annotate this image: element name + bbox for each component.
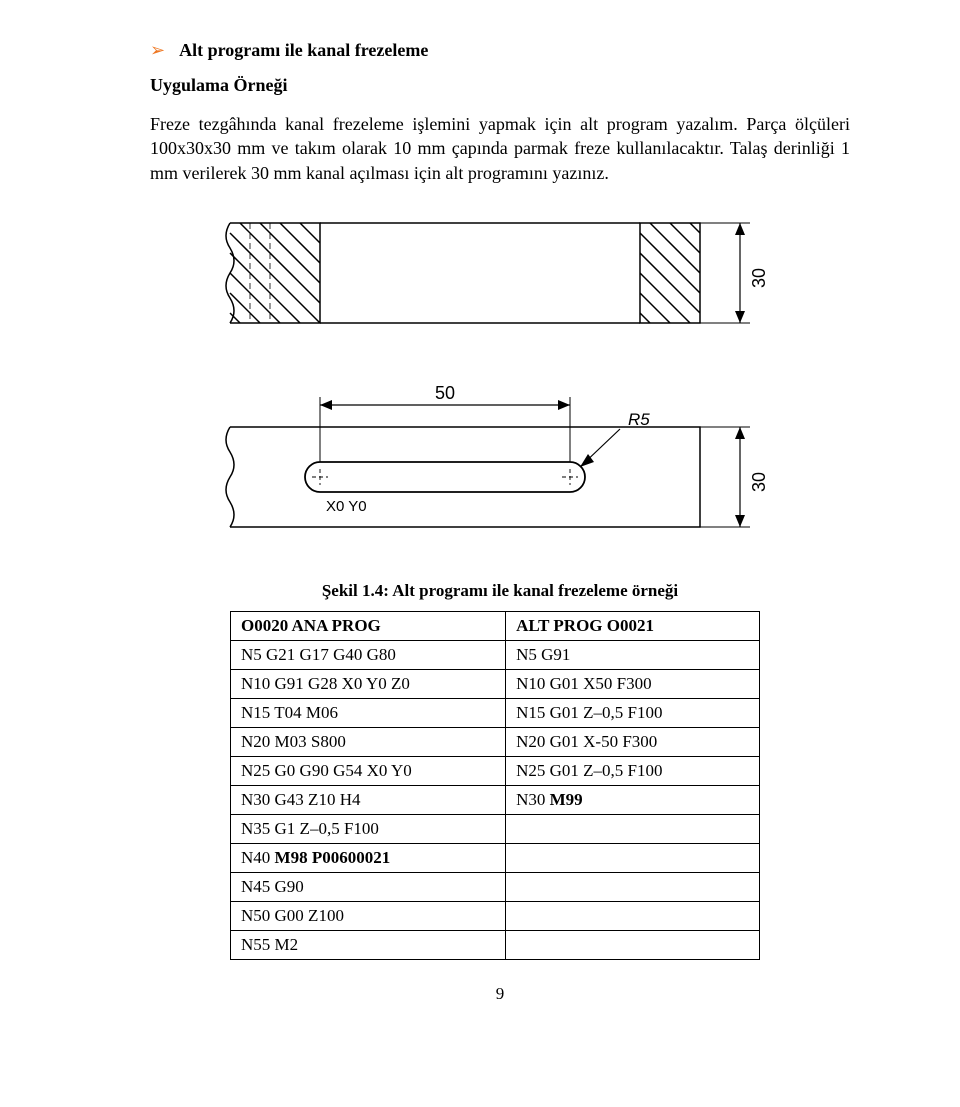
table-cell: N20 M03 S800	[231, 727, 506, 756]
bullet-icon: ➢	[150, 41, 165, 59]
table-row: N40 M98 P00600021	[231, 843, 760, 872]
bullet-heading: ➢ Alt programı ile kanal frezeleme	[150, 40, 850, 61]
code-table: O0020 ANA PROGALT PROG O0021N5 G21 G17 G…	[230, 611, 760, 960]
table-cell: N10 G91 G28 X0 Y0 Z0	[231, 669, 506, 698]
table-row: N50 G00 Z100	[231, 901, 760, 930]
table-row: N55 M2	[231, 930, 760, 959]
table-cell: N5 G91	[506, 640, 760, 669]
table-cell	[506, 872, 760, 901]
table-cell: N50 G00 Z100	[231, 901, 506, 930]
table-header-left: O0020 ANA PROG	[231, 611, 506, 640]
table-cell: N25 G01 Z–0,5 F100	[506, 756, 760, 785]
table-row: N30 G43 Z10 H4N30 M99	[231, 785, 760, 814]
table-cell: N20 G01 X-50 F300	[506, 727, 760, 756]
table-cell	[506, 901, 760, 930]
figure-bottom: 50 R5 X0 Y0 30	[150, 367, 850, 557]
table-cell: N30 G43 Z10 H4	[231, 785, 506, 814]
table-row: N5 G21 G17 G40 G80N5 G91	[231, 640, 760, 669]
subheading: Uygulama Örneği	[150, 75, 850, 96]
table-cell: N30 M99	[506, 785, 760, 814]
dim-30-bottom: 30	[749, 472, 769, 492]
radius-label: R5	[628, 410, 650, 429]
paragraph: Freze tezgâhında kanal frezeleme işlemin…	[150, 112, 850, 185]
figure-caption: Şekil 1.4: Alt programı ile kanal frezel…	[150, 581, 850, 601]
table-cell: N5 G21 G17 G40 G80	[231, 640, 506, 669]
table-row: N15 T04 M06N15 G01 Z–0,5 F100	[231, 698, 760, 727]
table-cell: N55 M2	[231, 930, 506, 959]
page-number: 9	[150, 984, 850, 1004]
table-header-right: ALT PROG O0021	[506, 611, 760, 640]
table-cell	[506, 843, 760, 872]
table-cell: N45 G90	[231, 872, 506, 901]
table-cell: N35 G1 Z–0,5 F100	[231, 814, 506, 843]
table-cell: N25 G0 G90 G54 X0 Y0	[231, 756, 506, 785]
table-row: N35 G1 Z–0,5 F100	[231, 814, 760, 843]
dim-50: 50	[435, 383, 455, 403]
table-cell: N15 T04 M06	[231, 698, 506, 727]
table-cell: N40 M98 P00600021	[231, 843, 506, 872]
table-cell	[506, 930, 760, 959]
figure-top: 30	[150, 203, 850, 343]
heading-text: Alt programı ile kanal frezeleme	[179, 40, 428, 61]
page: ➢ Alt programı ile kanal frezeleme Uygul…	[0, 0, 960, 1107]
dim-30-top: 30	[749, 268, 769, 288]
table-row: N25 G0 G90 G54 X0 Y0N25 G01 Z–0,5 F100	[231, 756, 760, 785]
table-cell: N10 G01 X50 F300	[506, 669, 760, 698]
table-cell: N15 G01 Z–0,5 F100	[506, 698, 760, 727]
table-row: N45 G90	[231, 872, 760, 901]
table-cell	[506, 814, 760, 843]
table-row: N10 G91 G28 X0 Y0 Z0N10 G01 X50 F300	[231, 669, 760, 698]
table-row: N20 M03 S800N20 G01 X-50 F300	[231, 727, 760, 756]
origin-label: X0 Y0	[326, 498, 367, 515]
